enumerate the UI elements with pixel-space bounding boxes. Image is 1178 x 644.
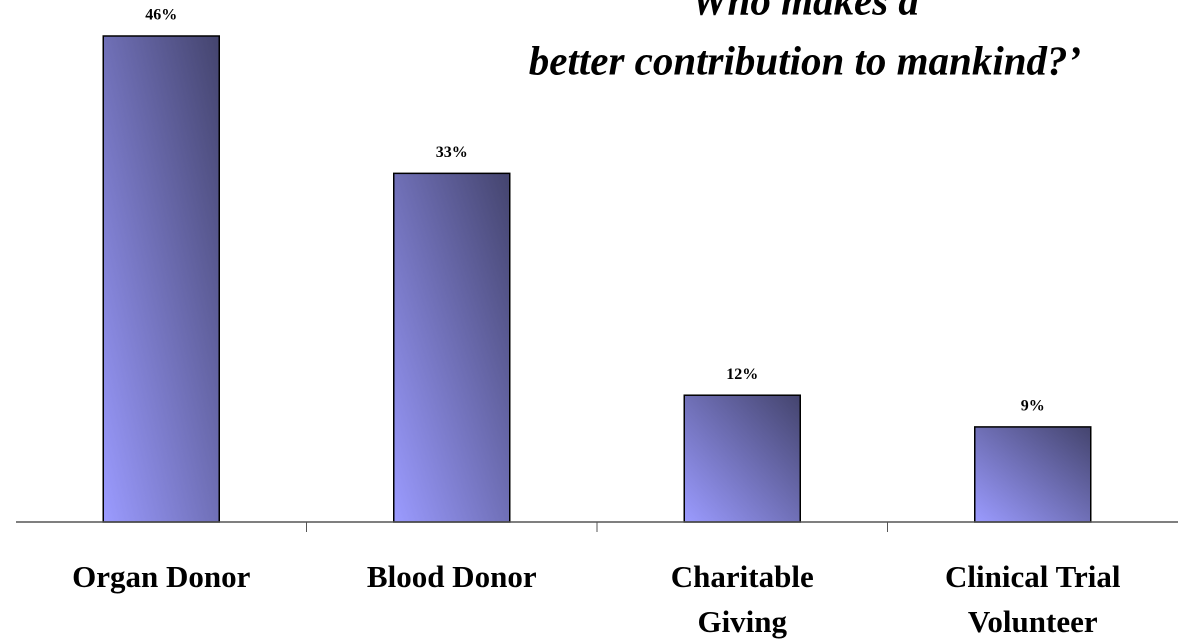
chart-title: Who makes a	[691, 0, 919, 23]
bar	[683, 394, 801, 523]
x-tick-label: Charitable	[671, 559, 814, 594]
chart-title: better contribution to mankind?’	[529, 37, 1081, 83]
value-label: 46%	[145, 7, 177, 24]
x-tick-label: Blood Donor	[367, 559, 537, 594]
x-tick-label: Volunteer	[968, 604, 1098, 639]
bar	[974, 426, 1092, 523]
bar	[393, 172, 511, 523]
bar	[102, 35, 220, 523]
value-label: 33%	[436, 144, 468, 161]
x-tick-label: Giving	[697, 604, 787, 639]
x-tick-label: Clinical Trial	[945, 559, 1121, 594]
value-label: 9%	[1021, 398, 1045, 415]
value-label: 12%	[726, 366, 758, 383]
x-tick-label: Organ Donor	[72, 559, 250, 594]
